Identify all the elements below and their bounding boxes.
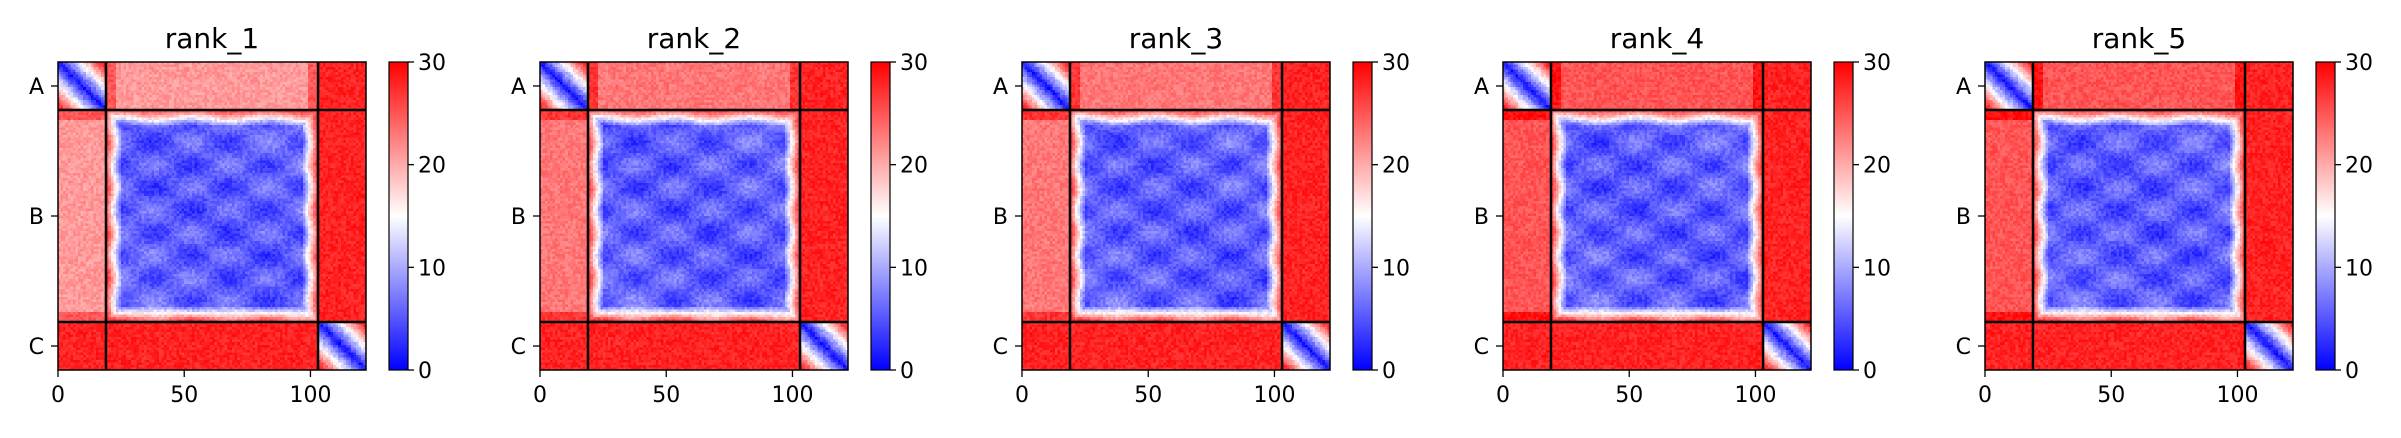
colorbar-tick-label: 20 xyxy=(1382,154,1410,179)
colorbar-tick-label: 0 xyxy=(900,359,914,384)
x-tick-label: 100 xyxy=(1253,383,1295,408)
y-tick-label: C xyxy=(511,335,526,360)
colorbar-tick-label: 30 xyxy=(418,51,446,76)
colorbar-tick-label: 20 xyxy=(900,154,928,179)
pae-heatmap xyxy=(1503,62,1811,370)
colorbar-tick-label: 0 xyxy=(1382,359,1396,384)
x-tick-label: 0 xyxy=(1978,383,1992,408)
x-tick-label: 50 xyxy=(1615,383,1643,408)
colorbar-tick-label: 0 xyxy=(1863,359,1877,384)
panel-title: rank_3 xyxy=(1129,22,1223,55)
x-tick-label: 50 xyxy=(1134,383,1162,408)
x-tick-label: 50 xyxy=(652,383,680,408)
colorbar-tick-label: 10 xyxy=(900,256,928,281)
colorbar-tick-label: 20 xyxy=(2345,154,2373,179)
pae-heatmap xyxy=(1985,62,2293,370)
colorbar-tick-label: 20 xyxy=(1863,154,1891,179)
colorbar-tick-label: 30 xyxy=(2345,51,2373,76)
x-tick-label: 0 xyxy=(1496,383,1510,408)
colorbar-tick-label: 10 xyxy=(1382,256,1410,281)
colorbar-tick-label: 30 xyxy=(1863,51,1891,76)
x-tick-label: 0 xyxy=(533,383,547,408)
pae-heatmap xyxy=(1022,62,1330,370)
y-tick-label: C xyxy=(29,335,44,360)
y-tick-label: B xyxy=(511,205,526,230)
y-tick-label: A xyxy=(29,75,44,100)
colorbar-tick-label: 0 xyxy=(418,359,432,384)
x-tick-label: 100 xyxy=(2216,383,2258,408)
colorbar-tick-label: 0 xyxy=(2345,359,2359,384)
x-tick-label: 100 xyxy=(1734,383,1776,408)
y-tick-label: A xyxy=(993,75,1008,100)
x-tick-label: 100 xyxy=(289,383,331,408)
y-tick-label: B xyxy=(993,205,1008,230)
y-tick-label: C xyxy=(993,335,1008,360)
colorbar-tick-label: 10 xyxy=(418,256,446,281)
y-tick-label: A xyxy=(511,75,526,100)
x-tick-label: 0 xyxy=(51,383,65,408)
panel-title: rank_5 xyxy=(2092,22,2186,55)
colorbar-tick-label: 10 xyxy=(1863,256,1891,281)
y-tick-label: B xyxy=(1956,205,1971,230)
panel-title: rank_4 xyxy=(1610,22,1704,55)
x-tick-label: 100 xyxy=(771,383,813,408)
x-tick-label: 50 xyxy=(170,383,198,408)
pae-heatmap xyxy=(58,62,366,370)
y-tick-label: B xyxy=(1474,205,1489,230)
colorbar xyxy=(388,61,409,371)
colorbar xyxy=(870,61,891,371)
pae-heatmap xyxy=(540,62,848,370)
panel-title: rank_1 xyxy=(165,22,259,55)
colorbar xyxy=(2315,61,2336,371)
x-tick-label: 0 xyxy=(1015,383,1029,408)
y-tick-label: B xyxy=(29,205,44,230)
y-tick-label: C xyxy=(1474,335,1489,360)
colorbar-tick-label: 30 xyxy=(900,51,928,76)
colorbar-tick-label: 10 xyxy=(2345,256,2373,281)
colorbar-tick-label: 30 xyxy=(1382,51,1410,76)
colorbar-tick-label: 20 xyxy=(418,154,446,179)
panel-title: rank_2 xyxy=(647,22,741,55)
y-tick-label: C xyxy=(1956,335,1971,360)
y-tick-label: A xyxy=(1956,75,1971,100)
colorbar xyxy=(1352,61,1373,371)
x-tick-label: 50 xyxy=(2097,383,2125,408)
y-tick-label: A xyxy=(1474,75,1489,100)
colorbar xyxy=(1833,61,1854,371)
